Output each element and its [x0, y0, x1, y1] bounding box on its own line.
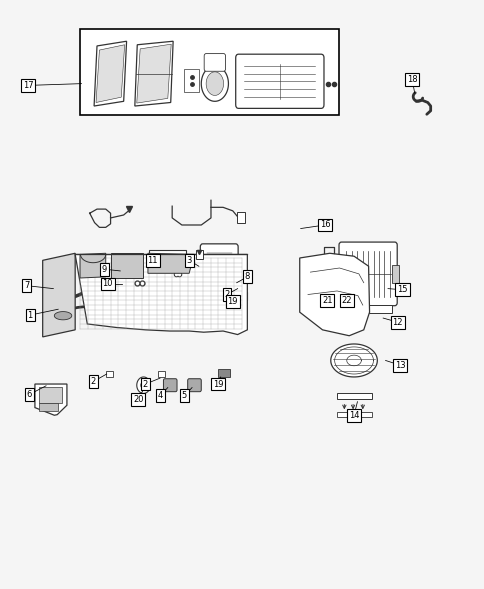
Text: 17: 17	[23, 81, 33, 90]
Bar	[336, 393, 371, 399]
Bar	[336, 412, 371, 417]
Bar	[237, 305, 243, 311]
Polygon shape	[136, 377, 150, 393]
Text: 4: 4	[157, 391, 162, 401]
Text: 1: 1	[28, 310, 32, 320]
Bar	[392, 265, 398, 283]
Polygon shape	[330, 344, 377, 377]
Polygon shape	[39, 403, 58, 411]
Bar	[341, 305, 364, 313]
Polygon shape	[110, 253, 143, 278]
Text: 7: 7	[24, 281, 30, 290]
Polygon shape	[54, 312, 72, 320]
FancyBboxPatch shape	[149, 250, 186, 282]
Bar	[93, 278, 104, 287]
Bar	[121, 279, 131, 287]
Text: 5: 5	[182, 391, 186, 401]
Text: 16: 16	[319, 220, 330, 230]
Polygon shape	[140, 382, 146, 389]
Bar	[239, 292, 247, 300]
Text: 22: 22	[341, 296, 351, 305]
Polygon shape	[148, 253, 194, 273]
FancyBboxPatch shape	[187, 379, 201, 392]
Text: 18: 18	[406, 75, 417, 84]
Text: 2: 2	[224, 290, 229, 299]
Polygon shape	[136, 44, 171, 103]
Polygon shape	[135, 41, 173, 106]
Bar	[121, 263, 136, 274]
FancyBboxPatch shape	[235, 54, 323, 108]
Text: 8: 8	[244, 272, 250, 282]
Text: 2: 2	[91, 377, 95, 386]
Text: 9: 9	[102, 264, 106, 274]
Bar	[80, 29, 339, 115]
FancyBboxPatch shape	[163, 379, 177, 392]
Text: 2: 2	[143, 379, 148, 389]
Polygon shape	[201, 66, 228, 101]
Text: 3: 3	[186, 256, 192, 265]
Text: 21: 21	[321, 296, 332, 305]
Text: 13: 13	[394, 360, 405, 370]
Text: 6: 6	[26, 390, 32, 399]
Bar	[158, 371, 165, 377]
Text: 14: 14	[348, 411, 359, 420]
Text: 10: 10	[102, 279, 113, 289]
Bar	[196, 250, 203, 259]
FancyBboxPatch shape	[200, 244, 238, 306]
FancyBboxPatch shape	[204, 54, 225, 71]
Polygon shape	[206, 72, 223, 95]
Bar	[154, 269, 173, 279]
FancyBboxPatch shape	[118, 275, 155, 290]
Polygon shape	[299, 253, 369, 336]
Bar	[106, 371, 112, 377]
Bar	[184, 69, 198, 92]
Polygon shape	[75, 254, 247, 335]
Bar	[39, 387, 62, 403]
Text: 20: 20	[133, 395, 143, 404]
Text: 19: 19	[227, 297, 238, 306]
Bar	[367, 305, 391, 313]
Polygon shape	[94, 41, 126, 106]
Text: 11: 11	[147, 256, 158, 265]
Polygon shape	[96, 45, 124, 102]
Polygon shape	[80, 253, 106, 278]
Text: 19: 19	[212, 379, 223, 389]
Text: 12: 12	[392, 317, 402, 327]
Bar	[218, 369, 230, 377]
FancyBboxPatch shape	[338, 242, 396, 306]
Polygon shape	[43, 253, 75, 337]
Bar	[236, 212, 245, 223]
Polygon shape	[35, 384, 67, 415]
Text: 15: 15	[396, 285, 407, 294]
